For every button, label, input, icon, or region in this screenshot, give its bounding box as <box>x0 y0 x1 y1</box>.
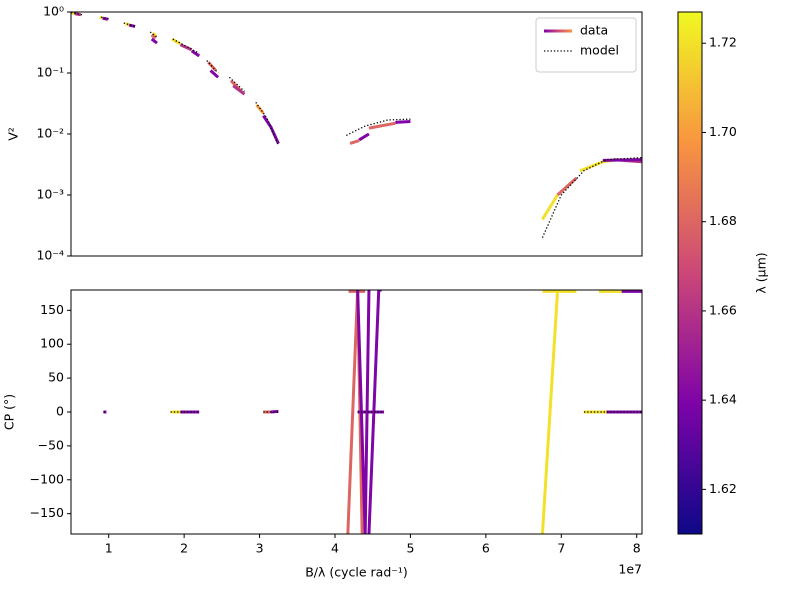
data-line <box>232 84 246 96</box>
y-tick-label: 150 <box>40 302 64 317</box>
y-tick-label: 0 <box>56 404 64 419</box>
plot-area <box>103 290 642 534</box>
colorbar-tick-label: 1.72 <box>709 35 737 50</box>
data-line <box>262 114 280 145</box>
data-line <box>179 43 193 52</box>
data-line <box>190 49 201 58</box>
data-line <box>540 291 560 534</box>
data-line <box>395 120 411 124</box>
x-tick-label: 6 <box>482 541 490 556</box>
data-line <box>150 33 157 40</box>
y-tick-label: −150 <box>30 505 64 520</box>
x-tick-label: 8 <box>633 541 641 556</box>
x-tick-label: 7 <box>557 541 565 556</box>
colorbar-tick-label: 1.68 <box>709 213 737 228</box>
x-offset-label: 1e7 <box>618 562 642 577</box>
y-tick-label: 10⁻⁴ <box>36 248 64 263</box>
data-line <box>346 290 364 534</box>
y-axis-label: CP (°) <box>2 394 17 430</box>
x-axis-label: B/λ (cycle rad⁻¹) <box>305 565 408 580</box>
x-tick-label: 4 <box>331 541 339 556</box>
colorbar-label: λ (μm) <box>754 252 769 293</box>
y-axis-label: V² <box>6 127 21 141</box>
data-line <box>368 121 396 130</box>
x-tick-label: 1 <box>105 541 113 556</box>
y-tick-label: 50 <box>48 370 64 385</box>
colorbar-tick-label: 1.70 <box>709 124 737 139</box>
y-tick-label: 10⁻² <box>36 126 64 141</box>
data-line <box>349 139 360 145</box>
colorbar-tick-label: 1.66 <box>709 302 737 317</box>
colorbar-tick-label: 1.64 <box>709 392 737 407</box>
model-line <box>206 60 219 74</box>
data-line <box>209 69 220 79</box>
legend-label: model <box>580 43 619 58</box>
x-tick-label: 5 <box>406 541 414 556</box>
data-line <box>358 132 370 142</box>
y-tick-label: 100 <box>40 336 64 351</box>
y-tick-label: 10⁻³ <box>36 187 64 202</box>
data-line <box>541 194 559 221</box>
y-tick-label: −50 <box>38 437 64 452</box>
y-tick-label: −100 <box>30 471 64 486</box>
model-line <box>149 31 159 39</box>
y-tick-label: 10⁰ <box>43 4 64 19</box>
data-line <box>556 176 578 197</box>
model-line <box>346 118 411 136</box>
model-line <box>101 16 109 20</box>
colorbar-tick-label: 1.62 <box>709 481 737 496</box>
x-tick-label: 2 <box>180 541 188 556</box>
data-line <box>356 290 371 534</box>
plot-area <box>71 12 642 238</box>
colorbar <box>677 11 703 535</box>
x-tick-label: 3 <box>256 541 264 556</box>
y-tick-label: 10⁻¹ <box>36 65 64 80</box>
data-line <box>150 37 158 45</box>
model-line <box>541 156 642 238</box>
model-line <box>228 76 245 92</box>
data-line <box>367 290 382 534</box>
legend-label: data <box>580 23 608 38</box>
data-line <box>602 158 642 162</box>
